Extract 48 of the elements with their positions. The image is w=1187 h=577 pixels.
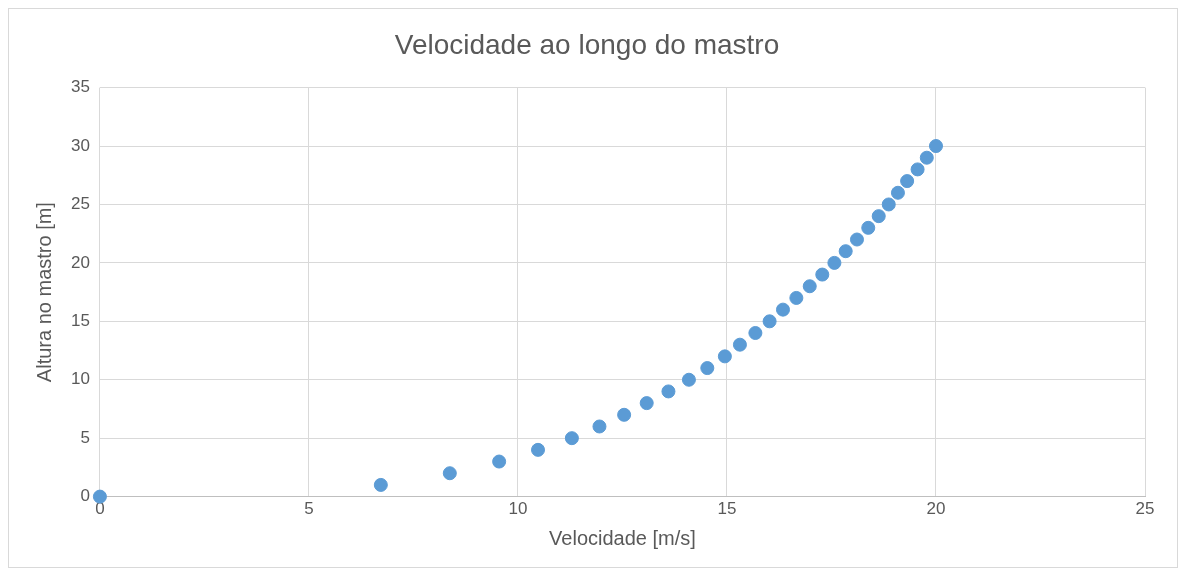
x-tick-label: 10 [508,499,528,519]
point [617,407,632,422]
y-tick-label: 0 [80,486,90,506]
y-tick-label: 10 [70,369,90,389]
chart-title: Velocidade ao longo do mastro [394,28,780,60]
point [849,232,864,247]
point [827,255,842,270]
y-tick-label: 5 [80,427,90,447]
point [661,384,676,399]
point [762,314,777,329]
point [890,185,905,200]
y-tick-label: 20 [70,252,90,272]
point [564,431,579,446]
point [748,326,763,340]
point [681,372,696,387]
point [928,139,943,154]
point [802,279,817,294]
point [815,267,830,282]
point [881,197,896,212]
point [775,302,790,317]
point [900,174,915,189]
point [373,477,388,492]
point [871,209,886,224]
x-tick-label: 0 [95,499,105,519]
point [861,220,876,235]
point [789,290,804,305]
point [732,337,747,352]
x-tick-label: 25 [1135,499,1155,519]
x-tick-label: 20 [926,499,946,519]
point [838,244,853,259]
point [442,466,457,481]
point [910,162,925,177]
point [592,419,607,434]
x-tick-label: 5 [304,499,314,519]
point [700,361,715,376]
y-axis-title: Altura no mastro [m] [32,202,55,383]
point [919,150,934,165]
x-axis-title: Velocidade [m/s] [549,526,696,549]
point [639,396,654,411]
point [492,454,507,469]
y-tick-label: 25 [70,194,90,214]
y-tick-label: 35 [70,77,90,97]
y-tick-label: 30 [70,135,90,155]
point [717,349,732,364]
point [531,442,546,457]
x-tick-label: 15 [717,499,737,519]
y-tick-label: 15 [70,311,90,330]
point [92,489,107,504]
